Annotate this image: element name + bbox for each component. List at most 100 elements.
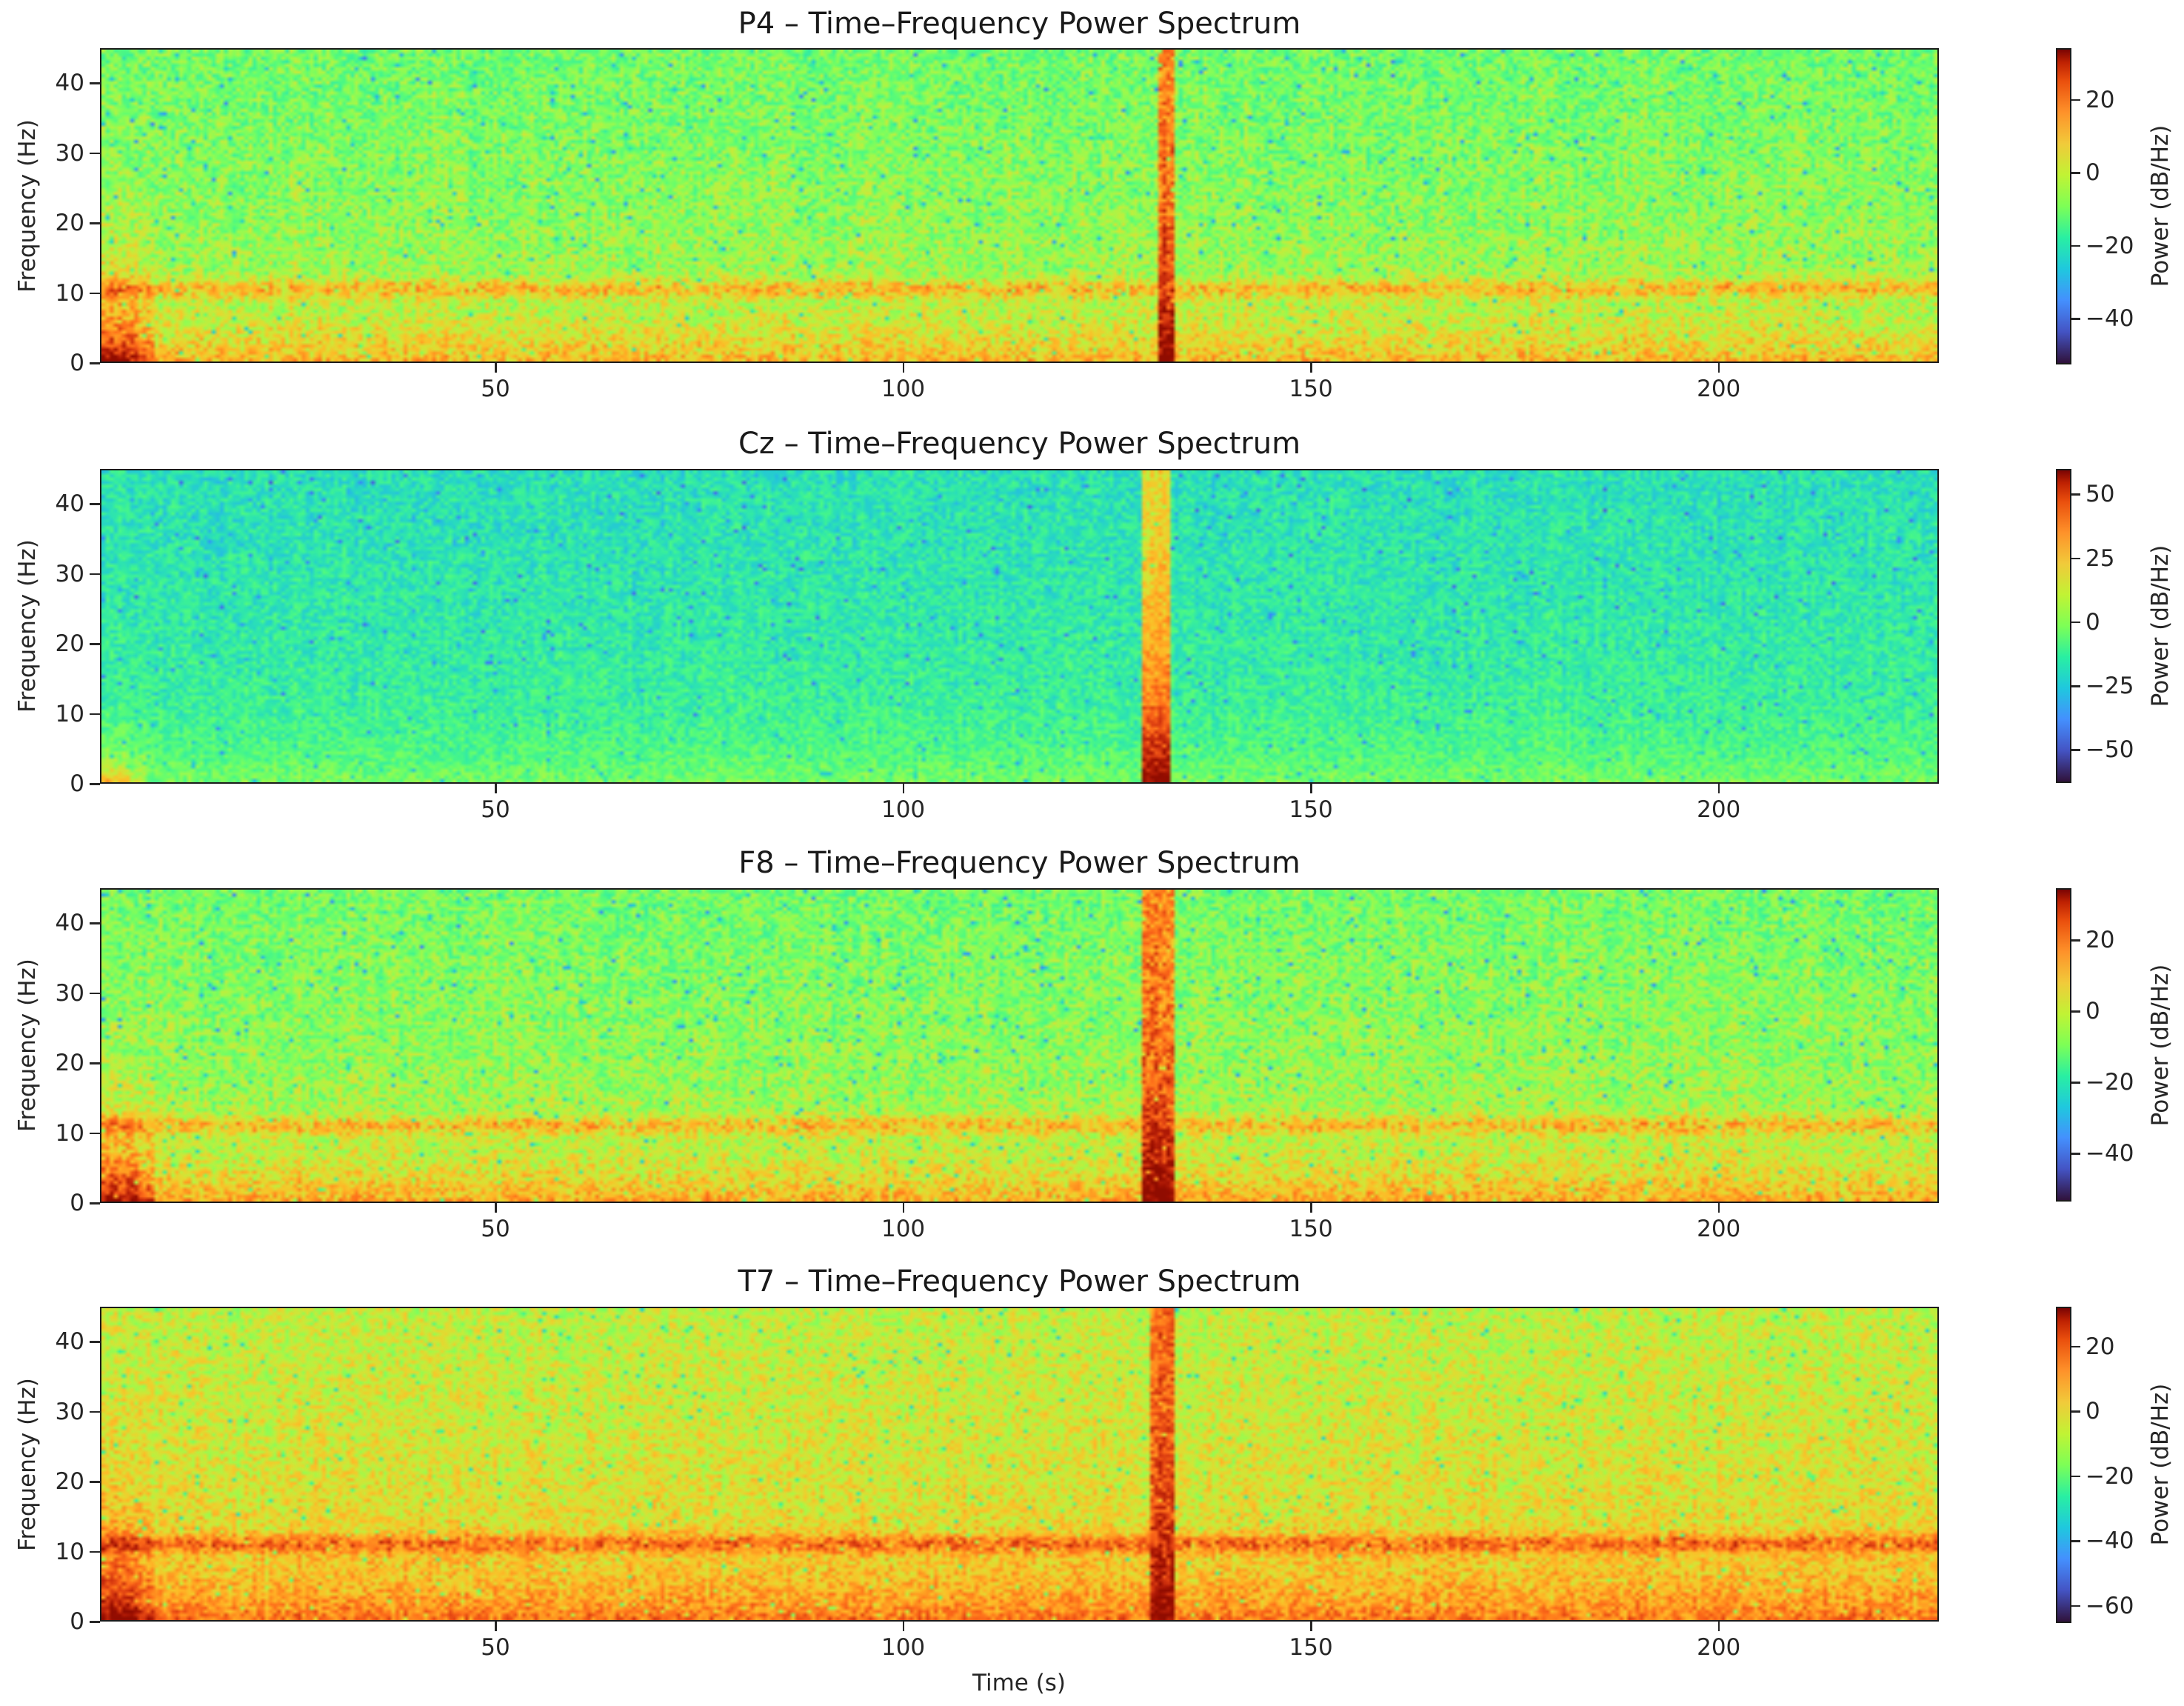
- x-tick-label: 200: [1697, 376, 1741, 402]
- x-tick-label: 50: [481, 1216, 510, 1242]
- y-tick-label: 20: [55, 1050, 84, 1077]
- y-tick: [90, 82, 100, 84]
- x-tick: [1717, 1203, 1720, 1213]
- colorbar: [2056, 1307, 2071, 1623]
- colorbar-label: Power (dB/Hz): [2147, 964, 2174, 1127]
- x-tick: [1717, 363, 1720, 373]
- y-tick-label: 40: [55, 910, 84, 937]
- x-tick: [1310, 363, 1312, 373]
- y-tick-label: 0: [70, 1190, 84, 1216]
- y-tick-label: 40: [55, 70, 84, 97]
- colorbar-tick: [2071, 749, 2080, 751]
- x-tick-label: 50: [481, 1634, 510, 1661]
- spectrogram-axes: [100, 1307, 1939, 1622]
- y-tick: [90, 1410, 100, 1413]
- y-tick-label: 0: [70, 770, 84, 797]
- colorbar-tick-label: −20: [2086, 232, 2134, 259]
- colorbar-tick-label: −60: [2086, 1592, 2134, 1619]
- colorbar-tick: [2071, 493, 2080, 496]
- panel-title: T7 – Time–Frequency Power Spectrum: [738, 1264, 1301, 1299]
- x-tick-label: 100: [881, 1634, 926, 1661]
- colorbar-tick: [2071, 1345, 2080, 1348]
- y-tick-label: 40: [55, 490, 84, 518]
- x-tick-label: 100: [881, 796, 926, 823]
- colorbar-label: Power (dB/Hz): [2147, 1383, 2174, 1546]
- y-axis-label: Frequency (Hz): [14, 1378, 41, 1551]
- x-tick: [495, 363, 497, 373]
- colorbar-tick-label: 20: [2086, 86, 2115, 113]
- y-axis-label: Frequency (Hz): [14, 119, 41, 293]
- colorbar-tick-label: 20: [2086, 1333, 2115, 1360]
- panel-title: F8 – Time–Frequency Power Spectrum: [738, 846, 1300, 880]
- x-tick: [902, 1622, 905, 1631]
- x-tick: [902, 363, 905, 373]
- x-tick: [902, 1203, 905, 1213]
- colorbar-tick: [2071, 685, 2080, 687]
- y-tick: [90, 152, 100, 155]
- spectrogram-axes: [100, 888, 1939, 1203]
- y-tick-label: 20: [55, 210, 84, 237]
- x-tick: [1717, 784, 1720, 793]
- y-tick: [90, 1132, 100, 1135]
- y-tick-label: 10: [55, 279, 84, 307]
- colorbar-tick-label: 0: [2086, 1398, 2100, 1425]
- y-tick: [90, 362, 100, 364]
- y-tick: [90, 1062, 100, 1064]
- spectrogram-axes: [100, 469, 1939, 784]
- y-tick: [90, 783, 100, 785]
- y-tick: [90, 992, 100, 995]
- y-tick: [90, 1481, 100, 1483]
- x-tick: [1717, 1622, 1720, 1631]
- y-axis-label: Frequency (Hz): [14, 539, 41, 713]
- colorbar-tick-label: −40: [2086, 1140, 2134, 1167]
- colorbar-tick: [2071, 557, 2080, 560]
- y-tick: [90, 503, 100, 505]
- spectrogram-heatmap: [101, 890, 1937, 1202]
- colorbar: [2056, 888, 2071, 1202]
- x-tick-label: 150: [1289, 1216, 1333, 1242]
- colorbar-tick-label: −20: [2086, 1462, 2134, 1490]
- colorbar-tick: [2071, 1153, 2080, 1155]
- colorbar-tick-label: 0: [2086, 608, 2100, 636]
- colorbar-tick: [2071, 318, 2080, 320]
- spectrogram-heatmap: [101, 470, 1937, 782]
- y-tick: [90, 222, 100, 224]
- y-tick: [90, 1341, 100, 1343]
- colorbar-label: Power (dB/Hz): [2147, 544, 2174, 707]
- colorbar-tick-label: −40: [2086, 1527, 2134, 1555]
- x-tick: [495, 784, 497, 793]
- colorbar-tick: [2071, 1082, 2080, 1084]
- y-tick-label: 10: [55, 700, 84, 727]
- spectrogram-axes: [100, 48, 1939, 363]
- colorbar: [2056, 469, 2071, 783]
- y-tick-label: 0: [70, 1608, 84, 1635]
- panel-title: Cz – Time–Frequency Power Spectrum: [738, 427, 1301, 461]
- y-tick-label: 20: [55, 1468, 84, 1496]
- y-tick: [90, 292, 100, 295]
- colorbar-tick-label: 20: [2086, 927, 2115, 954]
- y-tick: [90, 1550, 100, 1553]
- x-tick: [1310, 784, 1312, 793]
- y-tick-label: 20: [55, 630, 84, 658]
- y-axis-label: Frequency (Hz): [14, 959, 41, 1132]
- y-tick-label: 10: [55, 1538, 84, 1565]
- x-tick: [1310, 1622, 1312, 1631]
- y-tick: [90, 573, 100, 576]
- colorbar-tick: [2071, 1540, 2080, 1542]
- y-tick: [90, 1202, 100, 1204]
- x-tick-label: 200: [1697, 1634, 1741, 1661]
- colorbar-tick-label: 25: [2086, 544, 2115, 572]
- x-tick-label: 200: [1697, 1216, 1741, 1242]
- y-tick-label: 30: [55, 560, 84, 587]
- x-tick: [902, 784, 905, 793]
- y-tick-label: 30: [55, 139, 84, 167]
- x-tick-label: 100: [881, 1216, 926, 1242]
- colorbar-tick: [2071, 244, 2080, 247]
- x-tick-label: 150: [1289, 796, 1333, 823]
- x-tick: [1310, 1203, 1312, 1213]
- x-tick-label: 50: [481, 796, 510, 823]
- y-tick-label: 10: [55, 1119, 84, 1147]
- colorbar-tick-label: 0: [2086, 998, 2100, 1025]
- x-tick-label: 100: [881, 376, 926, 402]
- y-tick-label: 0: [70, 350, 84, 376]
